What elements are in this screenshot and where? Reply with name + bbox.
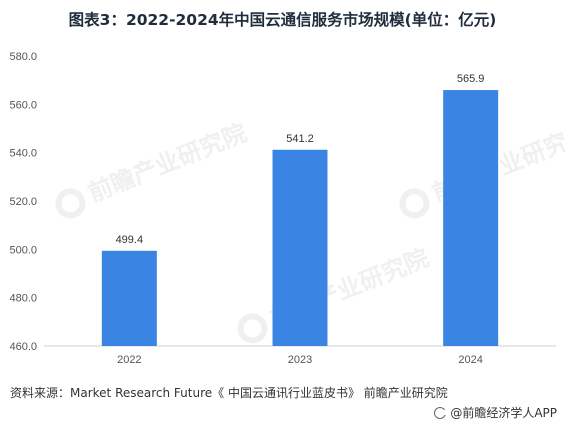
y-tick-label: 460.0 bbox=[9, 341, 37, 353]
bar-2023 bbox=[272, 149, 328, 346]
x-tick-label: 2024 bbox=[458, 354, 482, 366]
y-tick-label: 520.0 bbox=[9, 196, 37, 208]
bar-2024 bbox=[443, 90, 499, 346]
x-axis: 2022 2023 2024 bbox=[117, 354, 483, 366]
x-tick-label: 2022 bbox=[117, 354, 141, 366]
brand-text: @前瞻经济学人APP bbox=[450, 406, 557, 420]
y-tick-label: 560.0 bbox=[9, 99, 37, 111]
brand-credit: @前瞻经济学人APP bbox=[434, 404, 557, 421]
source-note: 资料来源：Market Research Future《 中国云通讯行业蓝皮书》… bbox=[10, 386, 448, 400]
y-tick-label: 540.0 bbox=[9, 148, 37, 160]
data-label-2023: 541.2 bbox=[286, 133, 314, 145]
x-tick-label: 2023 bbox=[288, 354, 312, 366]
brand-logo-icon bbox=[434, 406, 447, 419]
bar-chart: 460.0 480.0 500.0 520.0 540.0 560.0 580.0 499.… bbox=[9, 51, 556, 366]
data-label-2024: 565.9 bbox=[457, 73, 485, 85]
bar-2022 bbox=[101, 250, 157, 346]
y-tick-label: 500.0 bbox=[9, 244, 37, 256]
bars: 499.4 541.2 565.9 bbox=[101, 73, 499, 346]
chart-title: 图表3：2022-2024年中国云通信服务市场规模(单位：亿元) bbox=[68, 11, 497, 29]
y-axis: 460.0 480.0 500.0 520.0 540.0 560.0 580.0 bbox=[9, 51, 37, 353]
y-tick-label: 480.0 bbox=[9, 293, 37, 305]
data-label-2022: 499.4 bbox=[116, 234, 144, 246]
y-tick-label: 580.0 bbox=[9, 51, 37, 63]
